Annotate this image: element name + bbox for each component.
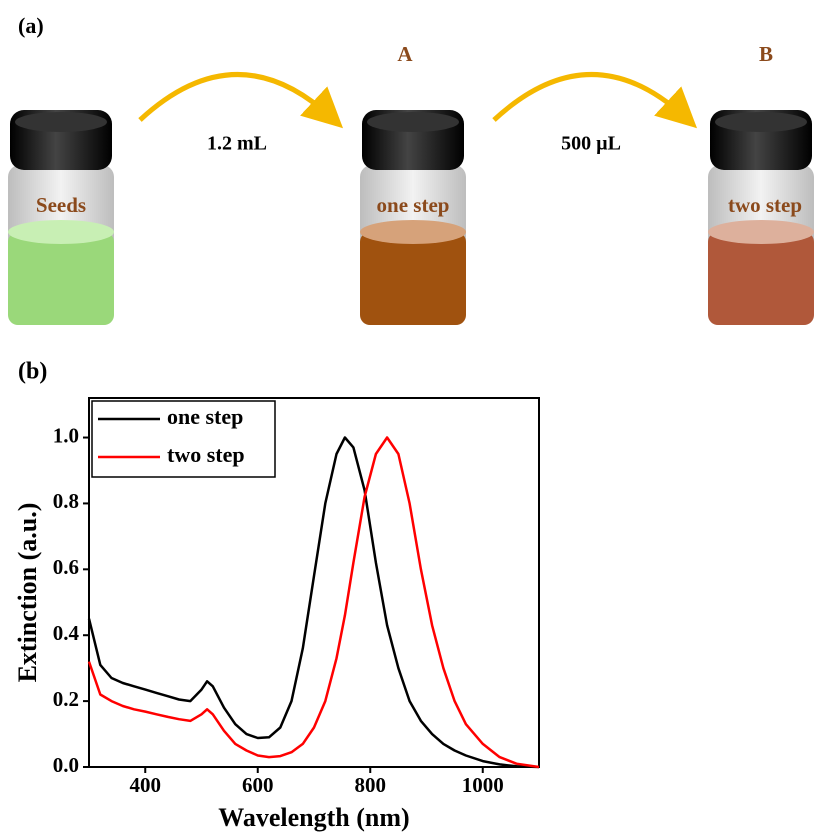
x-tick-label: 600 (242, 773, 274, 797)
y-tick-label: 0.6 (53, 555, 79, 579)
x-axis-title: Wavelength (nm) (218, 803, 409, 832)
panel-label: (b) (18, 359, 47, 385)
x-tick-label: 400 (130, 773, 162, 797)
y-axis-title: Extinction (a.u.) (13, 503, 42, 683)
arrow-label: 500 µL (561, 133, 621, 155)
chart: 0.0 0.2 0.4 0.6 0.8 1.0 400 600 800 1000 Wavelengt… (13, 398, 539, 832)
x-tick-label: 1000 (462, 773, 504, 797)
arrow (140, 74, 332, 120)
series-line (89, 438, 539, 768)
y-tick-label: 0.0 (53, 753, 79, 777)
legend-label: one step (167, 404, 243, 429)
vial: two step (708, 110, 814, 325)
vial-label: Seeds (36, 193, 86, 217)
vial-tag: B (759, 42, 773, 66)
vial: Seeds (8, 110, 114, 325)
y-tick-label: 0.2 (53, 687, 79, 711)
series-line (89, 438, 539, 768)
legend-label: two step (167, 442, 245, 467)
x-tick-label: 800 (355, 773, 387, 797)
vial-tag: A (397, 42, 413, 66)
vial: one step (360, 110, 466, 325)
figure: (a) Seeds one step two step A B 1.2 mL 5… (0, 0, 814, 836)
vial-label: one step (377, 193, 450, 217)
panel-label: (a) (18, 13, 44, 38)
arrow-label: 1.2 mL (207, 133, 267, 155)
y-tick-label: 1.0 (53, 423, 79, 447)
vial-label: two step (728, 193, 802, 217)
y-tick-label: 0.4 (53, 621, 80, 645)
arrow (494, 74, 686, 120)
y-tick-label: 0.8 (53, 489, 79, 513)
